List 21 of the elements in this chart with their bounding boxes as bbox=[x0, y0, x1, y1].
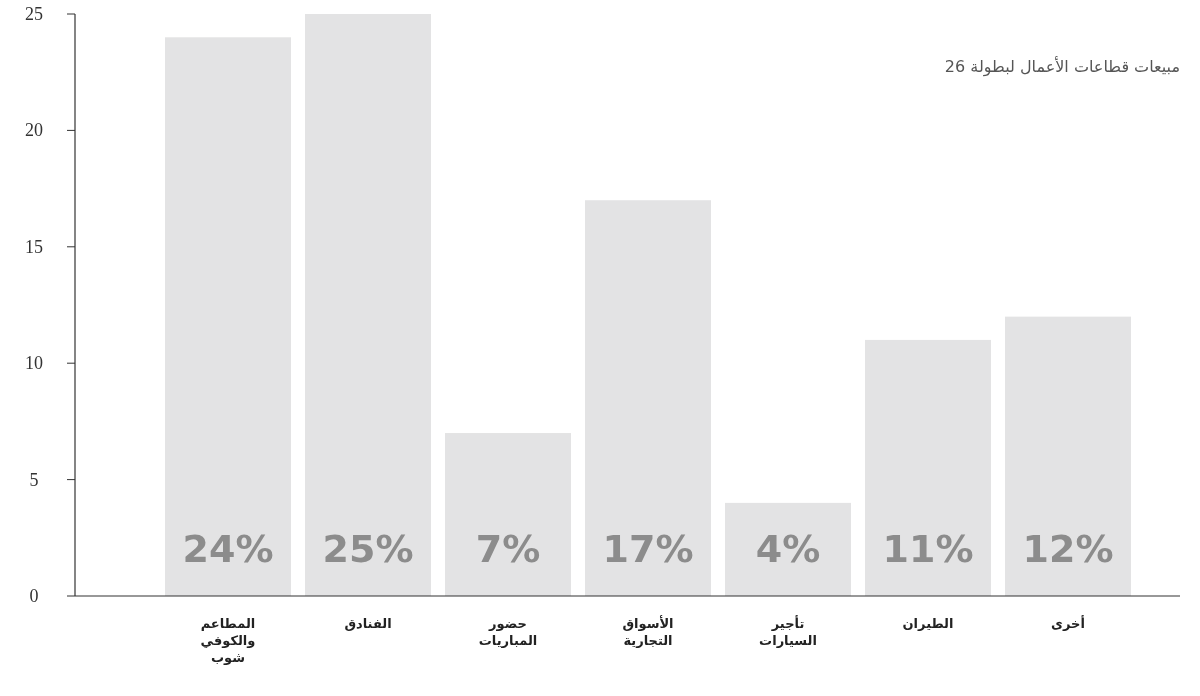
data-label: 24% bbox=[182, 527, 274, 571]
x-tick-label: الأسواق التجارية bbox=[622, 615, 674, 648]
x-tick-label: الطيران bbox=[902, 616, 954, 631]
data-label: 7% bbox=[475, 527, 541, 571]
data-label: 4% bbox=[755, 527, 821, 571]
y-tick-label: 20 bbox=[25, 120, 43, 141]
x-tick-label: حضور المباريات bbox=[478, 616, 538, 648]
text: مبيعات قطاعات الأعمال لبطولة 26 bbox=[944, 56, 1180, 77]
x-tick-label: تأجير السيارات bbox=[759, 615, 817, 648]
y-tick-label: 25 bbox=[25, 4, 43, 24]
data-label: 17% bbox=[602, 527, 694, 571]
y-tick-label: 5 bbox=[29, 469, 39, 490]
data-label: 11% bbox=[882, 527, 974, 571]
y-tick-label: 10 bbox=[25, 353, 43, 374]
y-tick-label: 0 bbox=[29, 586, 39, 606]
x-tick-label: المطاعم والكوفي شوب bbox=[200, 616, 256, 665]
x-tick-label: أخرى bbox=[1051, 615, 1085, 631]
data-label: 25% bbox=[322, 527, 414, 571]
y-tick-label: 15 bbox=[25, 236, 43, 257]
x-tick-label: الفنادق bbox=[344, 616, 392, 631]
data-label: 12% bbox=[1022, 527, 1114, 571]
